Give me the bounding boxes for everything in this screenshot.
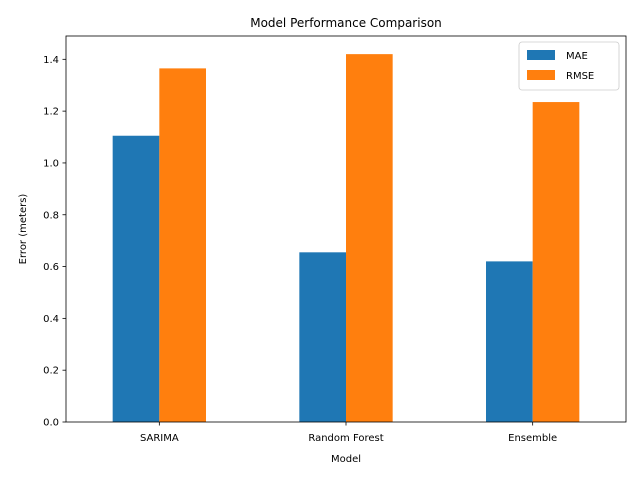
y-tick-label: 0.6 (43, 262, 59, 273)
bars-group (112, 54, 580, 423)
bar-rmse-ensemble (532, 102, 580, 423)
legend-label-mae: MAE (566, 51, 588, 62)
y-axis-label: Error (meters) (18, 194, 29, 265)
legend: MAE RMSE (518, 41, 620, 91)
bar-rmse-random-forest (346, 54, 393, 423)
bar-mae-random-forest (299, 252, 346, 422)
y-tick-label: 0.0 (43, 418, 59, 429)
x-tick-label: SARIMA (140, 433, 179, 444)
bar-mae-ensemble (486, 261, 533, 422)
y-tick-label: 0.8 (43, 210, 59, 221)
legend-swatch-mae (527, 50, 555, 60)
plot-frame (65, 35, 627, 423)
x-axis: SARIMA Random Forest Ensemble (140, 422, 557, 444)
y-tick-label: 1.4 (43, 55, 59, 66)
legend-frame (518, 41, 620, 91)
y-tick-label: 0.4 (43, 314, 59, 325)
y-tick-label: 0.2 (43, 366, 59, 377)
y-axis: 0.0 0.2 0.4 0.6 0.8 1.0 1.2 1.4 (43, 55, 66, 429)
bar-mae-sarima (112, 135, 160, 422)
x-tick-label: Ensemble (508, 433, 557, 444)
legend-swatch-rmse (527, 70, 555, 80)
y-tick-label: 1.0 (43, 158, 59, 169)
y-tick-label: 1.2 (43, 107, 59, 118)
x-tick-label: Random Forest (308, 433, 383, 444)
legend-label-rmse: RMSE (566, 71, 594, 82)
bar-rmse-sarima (159, 68, 206, 422)
x-axis-label: Model (331, 454, 361, 465)
chart-title: Model Performance Comparison (250, 16, 442, 30)
